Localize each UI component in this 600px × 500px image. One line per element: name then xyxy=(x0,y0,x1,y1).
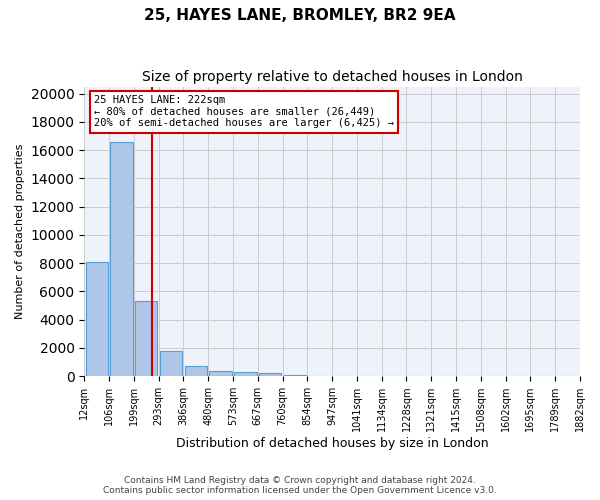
Bar xyxy=(259,374,281,376)
Bar xyxy=(209,370,232,376)
Bar xyxy=(110,142,133,376)
Text: Contains HM Land Registry data © Crown copyright and database right 2024.
Contai: Contains HM Land Registry data © Crown c… xyxy=(103,476,497,495)
Bar xyxy=(284,375,306,376)
Bar xyxy=(135,302,157,376)
Text: 25, HAYES LANE, BROMLEY, BR2 9EA: 25, HAYES LANE, BROMLEY, BR2 9EA xyxy=(144,8,456,22)
Y-axis label: Number of detached properties: Number of detached properties xyxy=(15,144,25,319)
Bar xyxy=(160,351,182,376)
X-axis label: Distribution of detached houses by size in London: Distribution of detached houses by size … xyxy=(176,437,488,450)
Bar xyxy=(86,262,108,376)
Bar xyxy=(234,372,257,376)
Title: Size of property relative to detached houses in London: Size of property relative to detached ho… xyxy=(142,70,523,84)
Bar xyxy=(185,366,207,376)
Text: 25 HAYES LANE: 222sqm
← 80% of detached houses are smaller (26,449)
20% of semi-: 25 HAYES LANE: 222sqm ← 80% of detached … xyxy=(94,95,394,128)
